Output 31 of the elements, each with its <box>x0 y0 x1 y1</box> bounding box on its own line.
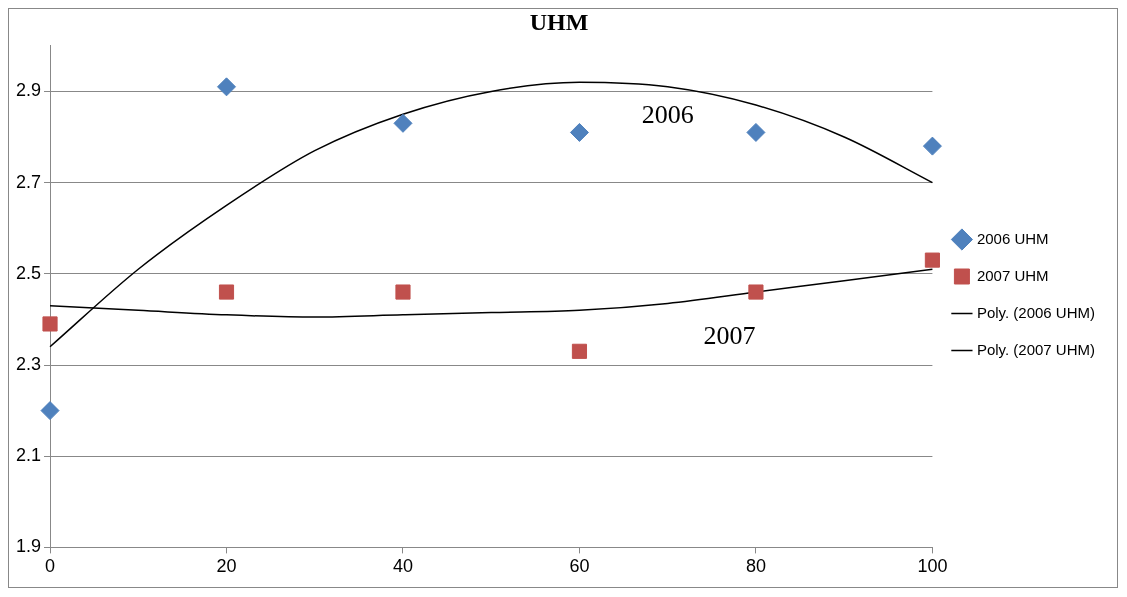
legend-label: 2007 UHM <box>976 266 1049 284</box>
legend-label: 2006 UHM <box>976 229 1049 247</box>
point <box>217 77 236 97</box>
x-tick-label: 40 <box>392 556 413 577</box>
legend-label: Poly. (2006 UHM) <box>976 303 1096 321</box>
annotation: 2006 <box>641 99 694 129</box>
point <box>924 252 940 268</box>
point <box>746 122 766 142</box>
point <box>42 316 58 332</box>
legend-label: Poly. (2007 UHM) <box>976 340 1096 358</box>
y-tick-label: 2.5 <box>15 262 42 283</box>
annotation: 2007 <box>703 320 756 350</box>
point <box>569 122 589 142</box>
point <box>571 343 588 359</box>
point <box>218 284 235 300</box>
x-tick-label: 0 <box>45 556 56 577</box>
y-tick-label: 2.1 <box>15 445 42 466</box>
y-tick-label: 1.9 <box>15 536 42 557</box>
y-tick-label: 2.9 <box>15 80 42 101</box>
point <box>395 284 411 300</box>
x-tick-label: 80 <box>745 556 766 577</box>
y-tick-label: 2.3 <box>15 353 42 374</box>
point <box>393 113 413 133</box>
y-tick-label: 2.7 <box>15 171 42 192</box>
point <box>748 284 764 300</box>
x-tick-label: 100 <box>917 556 948 577</box>
x-tick-label: 60 <box>569 556 590 577</box>
point <box>922 136 942 156</box>
point <box>40 401 60 421</box>
x-tick-label: 20 <box>216 556 237 577</box>
chart-title: UHM <box>529 8 589 35</box>
